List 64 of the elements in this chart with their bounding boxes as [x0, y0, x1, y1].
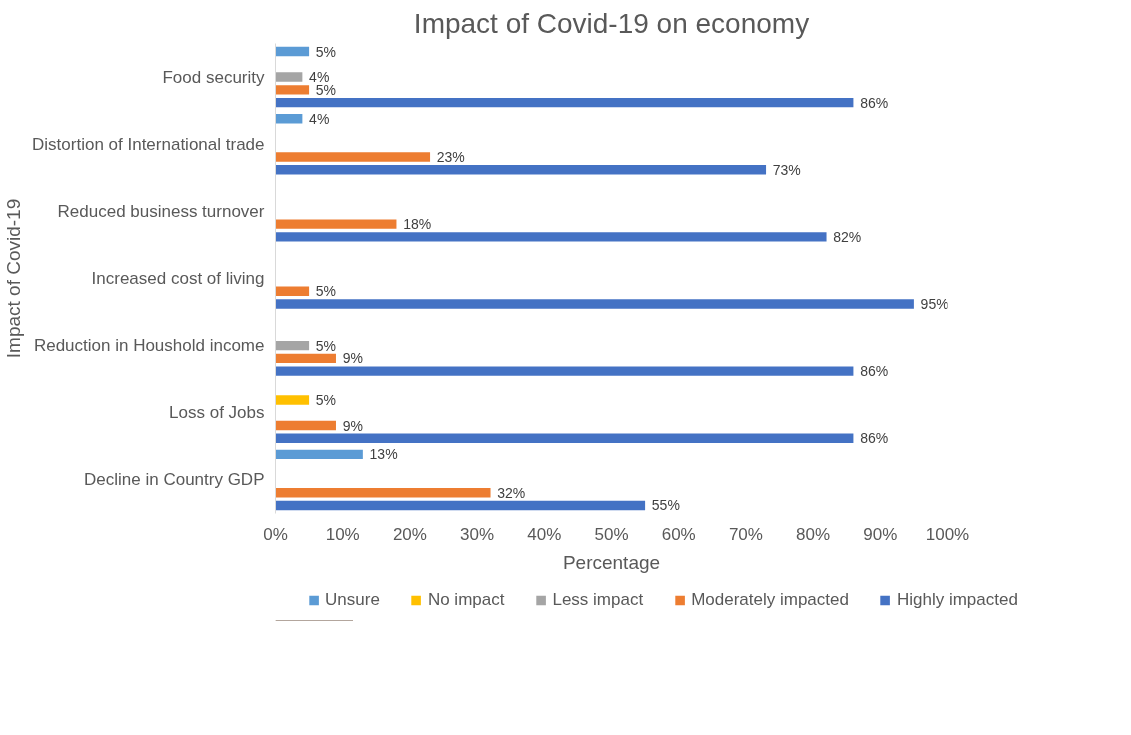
bar [275, 366, 854, 376]
data-label: 9% [342, 417, 363, 434]
data-label: 23% [436, 148, 465, 165]
data-label: 86% [860, 430, 889, 447]
y-tick-label: Food security [162, 67, 265, 87]
x-tick-label: 70% [728, 524, 763, 544]
bar [275, 487, 491, 498]
data-label: 5% [315, 337, 337, 354]
legend-label: No impact [427, 590, 505, 610]
bar [275, 449, 363, 460]
y-tick-label: Reduction in Houshold income [33, 336, 265, 356]
bar [275, 433, 854, 443]
legend-label: Unsure [325, 590, 380, 610]
y-tick-label: Reduced business turnover [57, 201, 265, 221]
data-label: 95% [920, 296, 949, 313]
data-label: 9% [342, 350, 363, 367]
bar [275, 165, 767, 175]
x-axis-title: Percentage [562, 551, 661, 573]
x-tick-label: 30% [460, 524, 495, 544]
bar [275, 46, 310, 57]
x-tick-label: 80% [796, 524, 831, 544]
data-label: 55% [651, 497, 680, 514]
bar [275, 152, 431, 162]
data-label: 13% [369, 446, 398, 463]
bar [275, 299, 914, 309]
y-tick-label: Increased cost of living [91, 269, 265, 288]
x-tick-label: 20% [392, 524, 427, 544]
data-label: 5% [315, 43, 337, 60]
bar [275, 85, 310, 95]
bar [275, 219, 397, 229]
x-tick-label: 40% [527, 524, 562, 544]
y-tick-label: Loss of Jobs [169, 403, 265, 423]
data-label: 82% [833, 228, 862, 245]
bar [275, 395, 310, 405]
bar [275, 500, 646, 511]
data-label: 5% [315, 283, 337, 300]
y-axis-title: Impact of Covid-19 [3, 198, 25, 359]
legend-label: Highly impacted [896, 590, 1018, 610]
x-tick-label: 90% [863, 524, 898, 544]
bar [275, 353, 336, 364]
data-label: 32% [497, 484, 526, 501]
data-label: 73% [772, 161, 801, 178]
data-label: 86% [860, 94, 889, 111]
bar [275, 114, 303, 124]
bar [275, 232, 827, 242]
chart-title: Impact of Covid-19 on economy [413, 7, 810, 39]
bar [275, 286, 310, 296]
bar [275, 340, 310, 351]
legend-label: Less impact [552, 590, 644, 610]
bar [275, 72, 303, 82]
data-label: 86% [860, 363, 889, 380]
x-tick-label: 100% [925, 524, 970, 544]
y-tick-label: Decline in Country GDP [84, 470, 265, 490]
x-tick-label: 10% [325, 524, 360, 544]
x-tick-label: 0% [263, 524, 288, 544]
data-label: 18% [403, 216, 432, 233]
legend-label: Moderately impacted [691, 590, 849, 610]
y-tick-label: Distortion of International trade [32, 134, 265, 154]
bar [275, 420, 336, 431]
x-tick-label: 50% [594, 524, 629, 544]
bar [275, 97, 854, 108]
x-tick-label: 60% [661, 524, 696, 544]
data-label: 5% [315, 392, 337, 409]
data-label: 4% [309, 110, 330, 127]
